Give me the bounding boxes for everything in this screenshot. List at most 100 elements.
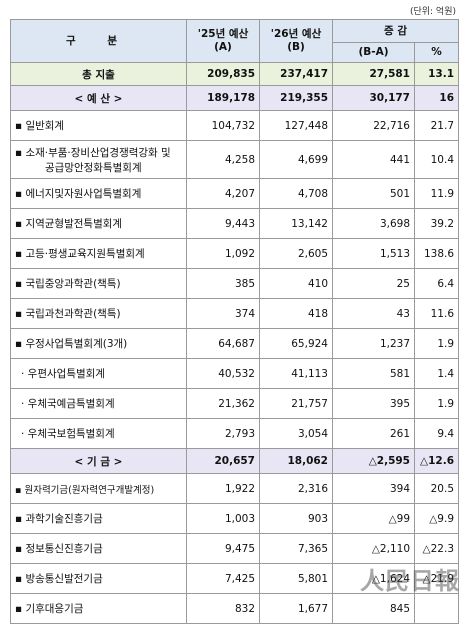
row-name: ▪ 에너지및자원사업특별회계: [10, 178, 187, 209]
cell-b: 5,801: [259, 563, 333, 594]
header-pct: %: [413, 42, 460, 63]
cell-diff: 3,698: [332, 208, 415, 239]
cell-diff: 394: [332, 473, 415, 504]
cell-a: 209,835: [186, 62, 260, 86]
cell-pct: 138.6: [413, 238, 460, 269]
cell-a: 4,207: [186, 178, 260, 209]
table-row: ▪ 과학기술진흥기금 1,003 903 △99 △9.9: [10, 503, 460, 534]
cell-diff: 27,581: [332, 62, 415, 86]
row-name: ▪ 정보통신진흥기금: [10, 533, 187, 564]
cell-a: 1,092: [186, 238, 260, 269]
cell-pct: 21.7: [413, 110, 460, 141]
header-diff: (B-A): [332, 42, 415, 63]
cell-pct: 1.4: [413, 358, 460, 389]
table-row: ▪ 원자력기금(원자력연구개발계정) 1,922 2,316 394 20.5: [10, 473, 460, 504]
cell-pct: 9.4: [413, 418, 460, 449]
table-row: ▪ 방송통신발전기금 7,425 5,801 △1,624 △21.9: [10, 563, 460, 594]
cell-a: 832: [186, 593, 260, 624]
budget-table: 구 분 '25년 예산 (A) '26년 예산 (B) 증 감 (B-A) % 총 …: [10, 19, 460, 624]
cell-b: 219,355: [259, 85, 333, 111]
cell-pct: 1.9: [413, 388, 460, 419]
row-name: ▪ 지역균형발전특별회계: [10, 208, 187, 239]
table-row: · 우편사업특별회계 40,532 41,113 581 1.4: [10, 358, 460, 389]
table-row: ▪ 지역균형발전특별회계 9,443 13,142 3,698 39.2: [10, 208, 460, 239]
row-name: ▪ 일반회계: [10, 110, 187, 141]
cell-a: 40,532: [186, 358, 260, 389]
header-col-26: '26년 예산 (B): [259, 19, 333, 63]
cell-b: 4,699: [259, 140, 333, 179]
cell-a: 1,922: [186, 473, 260, 504]
cell-b: 4,708: [259, 178, 333, 209]
table-row: ▪ 정보통신진흥기금 9,475 7,365 △2,110 △22.3: [10, 533, 460, 564]
header-change: 증 감: [331, 19, 460, 43]
cell-diff: △2,110: [332, 533, 415, 564]
unit-label: (단위: 억원): [409, 7, 456, 17]
cell-pct: 13.1: [413, 62, 460, 86]
row-name: 총 지출: [10, 62, 187, 86]
cell-a: 2,793: [186, 418, 260, 449]
cell-pct: △9.9: [413, 503, 460, 534]
cell-b: 21,757: [259, 388, 333, 419]
table-row: · 우체국보험특별회계 2,793 3,054 261 9.4: [10, 418, 460, 449]
cell-diff: 43: [332, 298, 415, 329]
cell-a: 104,732: [186, 110, 260, 141]
cell-b: 2,316: [259, 473, 333, 504]
cell-a: 4,258: [186, 140, 260, 179]
row-name: ▪ 고등·평생교육지원특별회계: [10, 238, 187, 269]
table-row: ▪ 국립과천과학관(책특) 374 418 43 11.6: [10, 298, 460, 329]
cell-pct: 11.6: [413, 298, 460, 329]
cell-diff: △2,595: [332, 448, 415, 474]
cell-a: 9,475: [186, 533, 260, 564]
cell-b: 1,677: [259, 593, 333, 624]
cell-a: 9,443: [186, 208, 260, 239]
table-row: ▪ 소재·부품·장비산업경쟁력강화 및 공급망안정화특별회계 4,258 4,699 4…: [10, 140, 460, 179]
cell-b: 410: [259, 268, 333, 299]
cell-diff: 22,716: [332, 110, 415, 141]
table-row: · 우체국예금특별회계 21,362 21,757 395 1.9: [10, 388, 460, 419]
cell-diff: 441: [332, 140, 415, 179]
watermark-logo: 人民日報: [360, 567, 460, 595]
cell-a: 385: [186, 268, 260, 299]
cell-b: 127,448: [259, 110, 333, 141]
table-row: ▪ 일반회계 104,732 127,448 22,716 21.7: [10, 110, 460, 141]
table-row: ▪ 에너지및자원사업특별회계 4,207 4,708 501 11.9: [10, 178, 460, 209]
cell-b: 903: [259, 503, 333, 534]
cell-pct: 1.9: [413, 328, 460, 359]
cell-a: 189,178: [186, 85, 260, 111]
header-col-25: '25년 예산 (A): [186, 19, 260, 63]
cell-b: 2,605: [259, 238, 333, 269]
cell-diff: 845: [332, 593, 415, 624]
cell-diff: 1,513: [332, 238, 415, 269]
cell-b: 3,054: [259, 418, 333, 449]
cell-pct: △22.3: [413, 533, 460, 564]
row-name: · 우체국예금특별회계: [10, 388, 187, 419]
row-name: ▪ 우정사업특별회계(3개): [10, 328, 187, 359]
section-row: < 기 금 >20,657 18,062 △2,595 △12.6: [10, 448, 460, 474]
cell-diff: △99: [332, 503, 415, 534]
table-row: ▪ 우정사업특별회계(3개) 64,687 65,924 1,237 1.9: [10, 328, 460, 359]
row-name: < 기 금 >: [10, 448, 187, 474]
section-row: < 예 산 >189,178 219,355 30,177 16: [10, 85, 460, 111]
cell-pct: 16: [413, 85, 460, 111]
cell-a: 374: [186, 298, 260, 329]
cell-b: 41,113: [259, 358, 333, 389]
row-name: · 우편사업특별회계: [10, 358, 187, 389]
row-name: · 우체국보험특별회계: [10, 418, 187, 449]
cell-diff: 395: [332, 388, 415, 419]
cell-a: 20,657: [186, 448, 260, 474]
cell-a: 1,003: [186, 503, 260, 534]
total-row: 총 지출 209,835 237,417 27,581 13.1: [10, 62, 460, 86]
row-name: ▪ 기후대응기금: [10, 593, 187, 624]
row-name: ▪ 소재·부품·장비산업경쟁력강화 및 공급망안정화특별회계: [10, 140, 187, 179]
cell-diff: △1,624: [332, 563, 415, 594]
cell-b: 65,924: [259, 328, 333, 359]
cell-diff: 30,177: [332, 85, 415, 111]
cell-pct: [413, 593, 460, 624]
cell-b: 418: [259, 298, 333, 329]
cell-b: 7,365: [259, 533, 333, 564]
cell-diff: 261: [332, 418, 415, 449]
header-gubun: 구 분: [10, 19, 187, 63]
cell-diff: 1,237: [332, 328, 415, 359]
table-row: ▪ 기후대응기금 832 1,677 845: [10, 593, 460, 624]
cell-diff: 501: [332, 178, 415, 209]
